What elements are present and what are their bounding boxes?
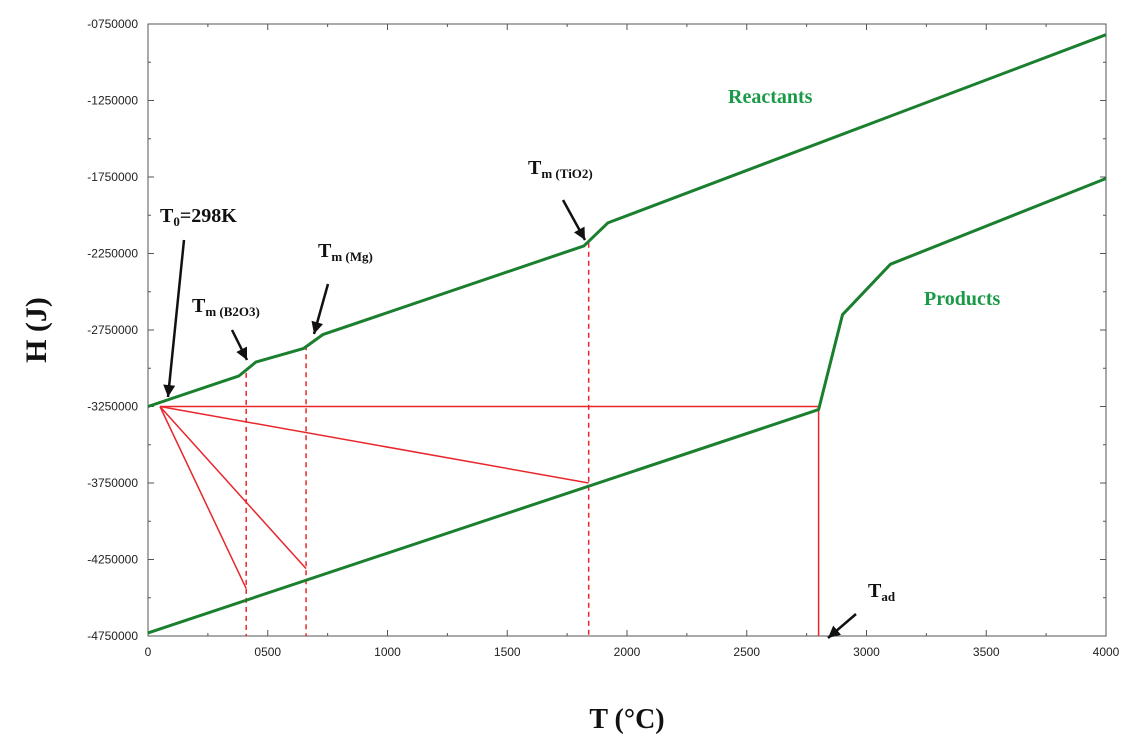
plot-frame: [147, 23, 1107, 637]
annotation-subscript: m (B2O3): [205, 304, 260, 319]
annotation-label: T0=298K: [160, 205, 237, 229]
y-tick-label: -2750000: [87, 323, 138, 337]
y-tick-label: -1250000: [87, 94, 138, 108]
annotation-main: T: [528, 157, 542, 179]
x-tick-label: 2000: [614, 645, 641, 659]
y-tick-label: -4750000: [87, 629, 138, 643]
annotation-main: T: [868, 580, 882, 602]
annotation-subscript: 0: [173, 214, 180, 229]
annotation-arrowhead: [574, 226, 585, 240]
annotation-label: Tm (TiO2): [528, 157, 593, 181]
annotation-arrowhead: [236, 346, 247, 360]
y-axis-ticks: -0750000 -1250000 -1750000 -2250000 -2750000…: [87, 17, 1106, 643]
x-tick-label: 2500: [733, 645, 760, 659]
annotation-rest: =298K: [180, 205, 237, 227]
y-tick-label: -3750000: [87, 476, 138, 490]
series-lines: [147, 33, 1107, 635]
construction-line: [159, 405, 307, 570]
x-tick-label: 1000: [374, 645, 401, 659]
series-line-reactants: [147, 33, 1107, 408]
annotation-subscript: m (Mg): [331, 249, 373, 264]
annotation-arrowhead: [828, 625, 841, 638]
x-tick-label: 3500: [973, 645, 1000, 659]
annotation-subscript: ad: [881, 589, 896, 604]
x-tick-label: 1500: [494, 645, 521, 659]
x-tick-label: 4000: [1093, 645, 1120, 659]
x-tick-label: 3000: [853, 645, 880, 659]
x-axis-ticks: 0 0500 1000 1500 2000 2500 3000 3500 4000: [145, 24, 1120, 659]
annotation-arrowhead: [163, 384, 176, 397]
annotation-label: Tad: [868, 580, 896, 604]
construction-lines: [159, 242, 820, 636]
y-tick-label: -2250000: [87, 247, 138, 261]
y-tick-label: -3250000: [87, 400, 138, 414]
x-tick-label: 0: [145, 645, 152, 659]
y-tick-label: -4250000: [87, 553, 138, 567]
annotation-arrow: [166, 239, 186, 398]
annotation-subscript: m (TiO2): [541, 166, 592, 181]
x-tick-label: 0500: [254, 645, 281, 659]
y-axis-title: H (J): [20, 297, 53, 363]
annotation-arrowhead: [311, 320, 323, 334]
annotation-main: T: [192, 295, 206, 317]
annotation-main: T: [318, 240, 332, 262]
series-line-products: [147, 177, 1107, 635]
series-label-products: Products: [924, 288, 1001, 310]
y-tick-label: -1750000: [87, 170, 138, 184]
annotation-label: Tm (B2O3): [192, 295, 260, 319]
annotation-main: T: [160, 205, 174, 227]
x-axis-title: T (°C): [589, 704, 664, 735]
annotation-label: Tm (Mg): [318, 240, 373, 264]
series-label-reactants: Reactants: [728, 86, 813, 108]
construction-line: [159, 405, 589, 484]
y-tick-label: -0750000: [87, 17, 138, 31]
construction-line: [159, 406, 247, 589]
